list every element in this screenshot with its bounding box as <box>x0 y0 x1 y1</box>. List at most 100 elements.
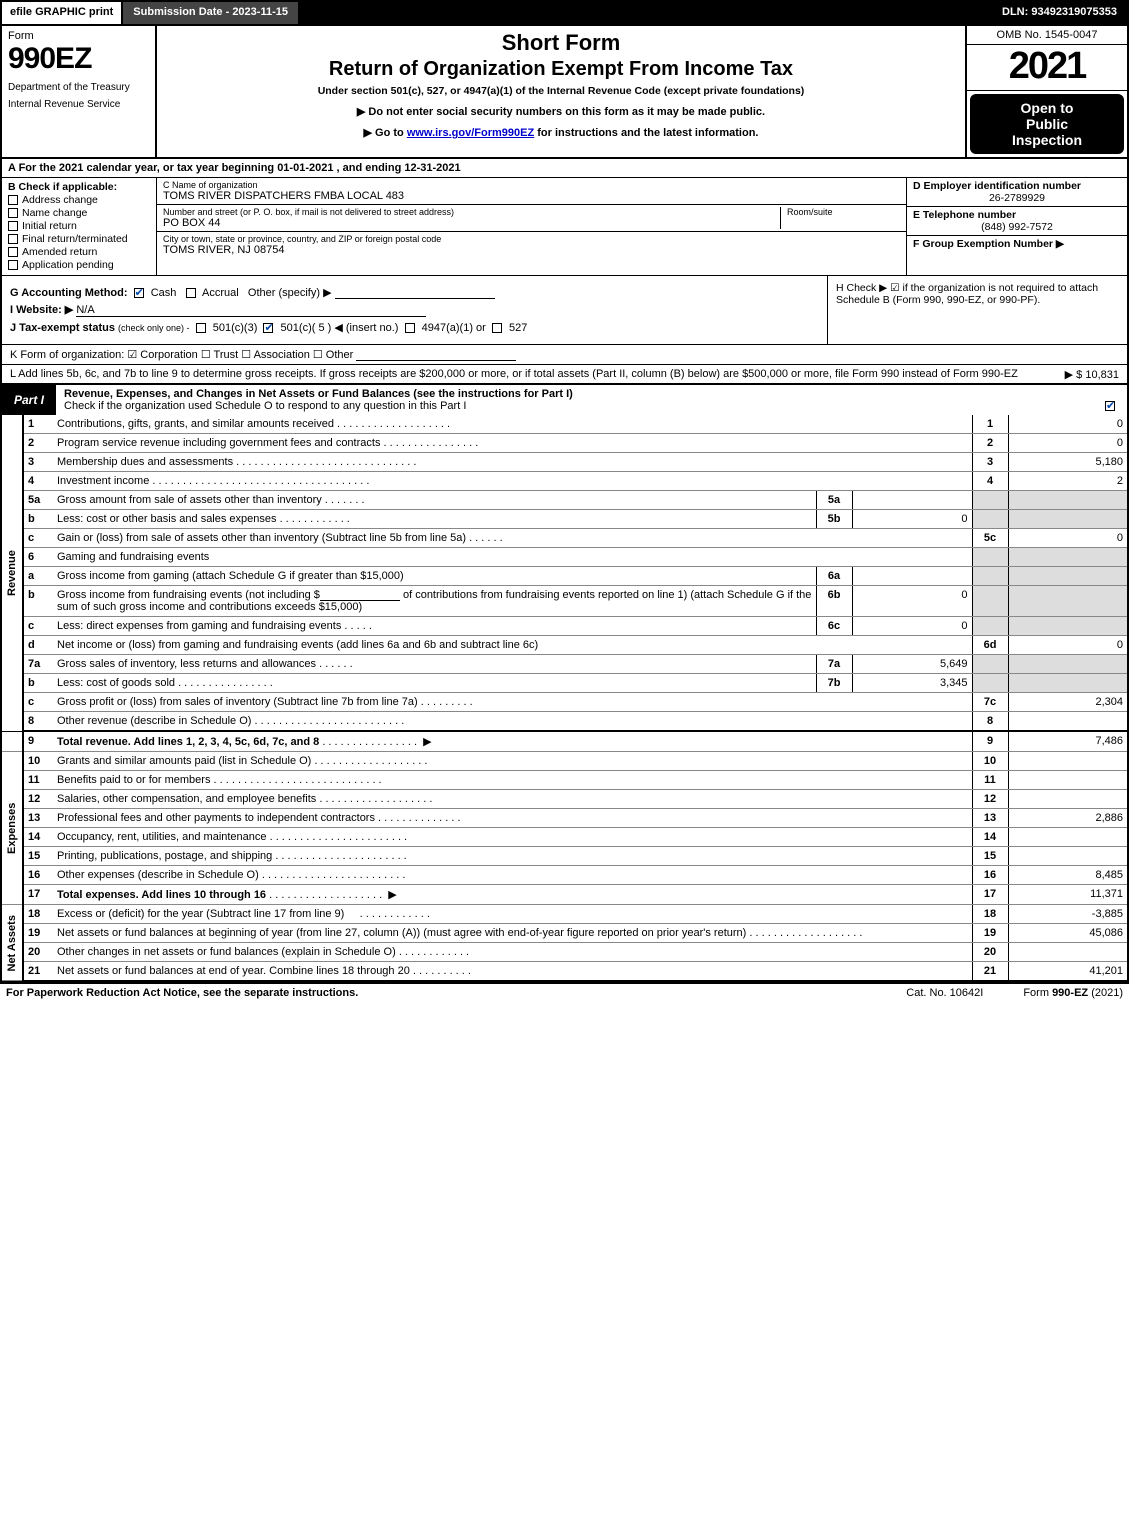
l12-desc: Salaries, other compensation, and employ… <box>53 790 972 809</box>
l15-desc: Printing, publications, postage, and shi… <box>53 847 972 866</box>
line-12: 12 Salaries, other compensation, and emp… <box>1 790 1128 809</box>
top-bar: efile GRAPHIC print Submission Date - 20… <box>0 0 1129 26</box>
chk-name-change[interactable]: Name change <box>8 207 150 219</box>
ein-label: D Employer identification number <box>913 180 1081 192</box>
section-bcdef: B Check if applicable: Address change Na… <box>0 178 1129 276</box>
omb-number: OMB No. 1545-0047 <box>967 26 1127 45</box>
chk-amended-return[interactable]: Amended return <box>8 246 150 258</box>
l7b-sv: 3,345 <box>852 674 972 693</box>
checkbox-icon[interactable] <box>8 195 18 205</box>
l17-desc: Total expenses. Add lines 10 through 16 … <box>53 885 972 905</box>
street-label: Number and street (or P. O. box, if mail… <box>163 207 780 217</box>
org-name-value: TOMS RIVER DISPATCHERS FMBA LOCAL 483 <box>163 190 900 202</box>
l5a-sn: 5a <box>816 491 852 510</box>
open-line2: Public <box>974 116 1120 132</box>
l6-desc: Gaming and fundraising events <box>53 548 972 567</box>
chk-501c3[interactable] <box>196 323 206 333</box>
part1-title: Revenue, Expenses, and Changes in Net As… <box>64 388 573 400</box>
chk-527[interactable] <box>492 323 502 333</box>
line-6c: c Less: direct expenses from gaming and … <box>1 617 1128 636</box>
checkbox-icon[interactable] <box>8 247 18 257</box>
line-19: 19 Net assets or fund balances at beginn… <box>1 924 1128 943</box>
line-8: 8 Other revenue (describe in Schedule O)… <box>1 712 1128 732</box>
l6a-sv <box>852 567 972 586</box>
l11-desc: Benefits paid to or for members . . . . … <box>53 771 972 790</box>
chk-application-pending[interactable]: Application pending <box>8 259 150 271</box>
l6d-desc: Net income or (loss) from gaming and fun… <box>53 636 972 655</box>
l12-num: 12 <box>23 790 53 809</box>
chk-4947[interactable] <box>405 323 415 333</box>
checkbox-icon[interactable] <box>8 260 18 270</box>
chk-cash[interactable] <box>134 288 144 298</box>
l6a-mv-grey <box>1008 567 1128 586</box>
checkbox-icon[interactable] <box>8 234 18 244</box>
checkbox-icon[interactable] <box>8 221 18 231</box>
l5b-sn: 5b <box>816 510 852 529</box>
l4-desc: Investment income . . . . . . . . . . . … <box>53 472 972 491</box>
l6c-sn: 6c <box>816 617 852 636</box>
l15-mn: 15 <box>972 847 1008 866</box>
row-i-website: I Website: ▶ N/A <box>10 303 819 317</box>
l5b-mv-grey <box>1008 510 1128 529</box>
ein-value: 26-2789929 <box>913 192 1121 204</box>
line-13: 13 Professional fees and other payments … <box>1 809 1128 828</box>
l7c-desc: Gross profit or (loss) from sales of inv… <box>53 693 972 712</box>
row-a-taxyear: A For the 2021 calendar year, or tax yea… <box>0 159 1129 178</box>
l11-num: 11 <box>23 771 53 790</box>
l5c-num: c <box>23 529 53 548</box>
l6d-mv: 0 <box>1008 636 1128 655</box>
line-16: 16 Other expenses (describe in Schedule … <box>1 866 1128 885</box>
l5c-mv: 0 <box>1008 529 1128 548</box>
l7a-sn: 7a <box>816 655 852 674</box>
chk-accrual[interactable] <box>186 288 196 298</box>
form-subtitle: Under section 501(c), 527, or 4947(a)(1)… <box>163 85 959 97</box>
efile-print-label[interactable]: efile GRAPHIC print <box>2 2 123 24</box>
l21-desc: Net assets or fund balances at end of ye… <box>53 962 972 982</box>
chk-initial-return[interactable]: Initial return <box>8 220 150 232</box>
instructions-link[interactable]: www.irs.gov/Form990EZ <box>407 127 534 139</box>
l13-num: 13 <box>23 809 53 828</box>
l12-mv <box>1008 790 1128 809</box>
k-other-blank[interactable] <box>356 349 516 361</box>
row-a-text: A For the 2021 calendar year, or tax yea… <box>8 162 461 174</box>
phone-label: E Telephone number <box>913 209 1016 221</box>
line-1: Revenue 1 Contributions, gifts, grants, … <box>1 415 1128 434</box>
j-sub: (check only one) - <box>118 323 190 333</box>
l6c-mn-grey <box>972 617 1008 636</box>
l8-mn: 8 <box>972 712 1008 732</box>
l6d-mn: 6d <box>972 636 1008 655</box>
l16-num: 16 <box>23 866 53 885</box>
g-other-blank[interactable] <box>335 287 495 299</box>
l21-mv: 41,201 <box>1008 962 1128 982</box>
col-b-header: B Check if applicable: <box>8 181 150 193</box>
header-left: Form 990EZ Department of the Treasury In… <box>2 26 157 157</box>
l1-num: 1 <box>23 415 53 434</box>
l2-mv: 0 <box>1008 434 1128 453</box>
l11-mn: 11 <box>972 771 1008 790</box>
l18-mv: -3,885 <box>1008 905 1128 924</box>
l2-desc: Program service revenue including govern… <box>53 434 972 453</box>
l6b-desc: Gross income from fundraising events (no… <box>53 586 816 617</box>
chk-501c[interactable] <box>263 323 273 333</box>
l8-mv <box>1008 712 1128 732</box>
l20-desc: Other changes in net assets or fund bala… <box>53 943 972 962</box>
side-label-revenue: Revenue <box>1 415 23 731</box>
l21-mn: 21 <box>972 962 1008 982</box>
section-ghij: G Accounting Method: Cash Accrual Other … <box>0 276 1129 345</box>
checkbox-icon[interactable] <box>8 208 18 218</box>
l12-mn: 12 <box>972 790 1008 809</box>
chk-address-change[interactable]: Address change <box>8 194 150 206</box>
city-label: City or town, state or province, country… <box>163 234 900 244</box>
l6b-mn-grey <box>972 586 1008 617</box>
chk-schedo-part1[interactable] <box>1105 401 1115 411</box>
page-footer: For Paperwork Reduction Act Notice, see … <box>0 982 1129 1002</box>
line-15: 15 Printing, publications, postage, and … <box>1 847 1128 866</box>
l17-num: 17 <box>23 885 53 905</box>
l1-mv: 0 <box>1008 415 1128 434</box>
group-exemption-row: F Group Exemption Number ▶ <box>907 236 1127 252</box>
l7b-desc: Less: cost of goods sold . . . . . . . .… <box>53 674 816 693</box>
line-7c: c Gross profit or (loss) from sales of i… <box>1 693 1128 712</box>
street-row: Number and street (or P. O. box, if mail… <box>157 205 906 232</box>
chk-final-return[interactable]: Final return/terminated <box>8 233 150 245</box>
phone-value: (848) 992-7572 <box>913 221 1121 233</box>
